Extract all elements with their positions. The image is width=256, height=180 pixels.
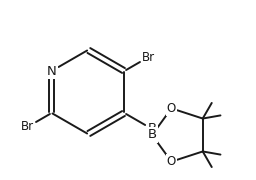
Text: O: O	[167, 155, 176, 168]
Text: B: B	[147, 129, 157, 141]
Text: O: O	[167, 102, 176, 115]
Text: B: B	[147, 123, 157, 136]
Text: Br: Br	[21, 120, 34, 134]
Text: N: N	[47, 64, 57, 78]
Text: Br: Br	[142, 51, 155, 64]
